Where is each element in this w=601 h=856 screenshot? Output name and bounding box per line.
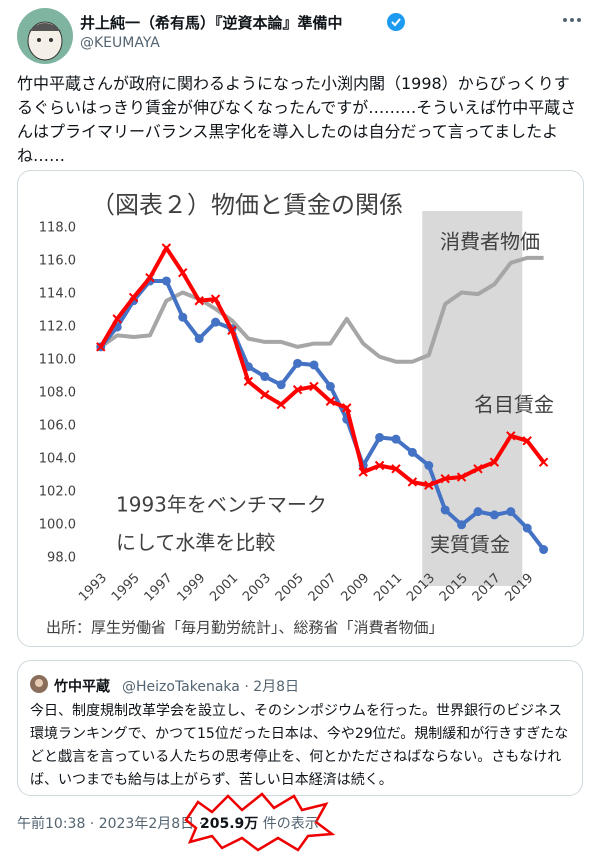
y-tick-label: 118.0 (39, 221, 76, 236)
marker (96, 342, 106, 352)
marker (194, 334, 204, 344)
series-label: 名目賃金 (474, 393, 554, 417)
marker (178, 312, 188, 322)
marker (309, 360, 319, 370)
marker (424, 480, 434, 490)
chart-source: 出所：厚生労働省「毎月勤労統計」、総務省「消費者物価」 (46, 619, 444, 637)
marker (128, 292, 139, 303)
x-tick-label: 1993 (76, 571, 110, 605)
annotation: 1993年をベンチマーク (116, 493, 327, 517)
marker (178, 268, 188, 278)
x-tick-label: 2007 (306, 571, 340, 605)
marker (440, 505, 450, 515)
x-tick-label: 2009 (338, 571, 372, 605)
avatar[interactable] (16, 7, 74, 65)
marker (112, 314, 122, 324)
red-scribble (184, 792, 336, 852)
marker (210, 294, 221, 304)
y-tick-label: 116.0 (39, 254, 76, 269)
views-label: 件の表示 (262, 816, 319, 832)
x-tick-label: 2001 (207, 571, 241, 605)
marker (522, 523, 532, 533)
marker (374, 460, 385, 471)
y-tick-label: 104.0 (39, 451, 76, 466)
y-tick-label: 108.0 (39, 386, 76, 401)
timestamp: 午前10:38 · 2023年2月8日 · (17, 816, 204, 832)
tweet-text: 竹中平蔵さんが政府に関わるようになった小渕内閣（1998）からびっくりするぐらい… (17, 74, 577, 165)
marker (211, 317, 221, 327)
marker (375, 432, 385, 442)
marker (489, 510, 499, 520)
marker (391, 434, 401, 444)
series-label: 実質賃金 (430, 533, 510, 557)
marker (243, 376, 254, 387)
marker (489, 457, 500, 467)
views: 205.9万 (200, 816, 259, 832)
y-tick-label: 102.0 (39, 484, 76, 499)
marker (276, 399, 286, 410)
x-tick-label: 2011 (371, 571, 405, 605)
marker (342, 403, 352, 413)
y-tick-label: 112.0 (39, 320, 76, 335)
chart[interactable]: （図表２）物価と賃金の関係 出所：厚生労働省「毎月勤労統計」、総務省「消費者物価… (17, 170, 584, 647)
marker (292, 384, 303, 395)
marker (391, 464, 401, 474)
more-button[interactable] (560, 14, 584, 26)
marker (309, 381, 319, 392)
marker (325, 396, 336, 406)
marker (522, 436, 532, 446)
y-tick-label: 98.0 (47, 550, 76, 565)
marker (145, 272, 155, 283)
x-tick-label: 1999 (174, 571, 208, 605)
marker (407, 477, 418, 487)
x-tick-label: 1997 (142, 571, 176, 605)
y-tick-label: 114.0 (39, 287, 76, 302)
chart-title: （図表２）物価と賃金の関係 (91, 191, 403, 219)
marker (325, 381, 335, 391)
x-tick-label: 1995 (109, 571, 143, 605)
annotation: にして水準を比較 (116, 531, 275, 555)
marker (293, 358, 303, 368)
marker (194, 296, 204, 306)
marker (424, 460, 434, 470)
marker (440, 473, 450, 484)
marker (260, 389, 270, 400)
marker (456, 472, 467, 482)
y-tick-label: 106.0 (39, 418, 76, 433)
x-tick-label: 2003 (240, 571, 274, 605)
marker (538, 457, 549, 467)
marker (227, 325, 237, 336)
quote-author: 竹中平蔵 (54, 679, 110, 695)
x-tick-label: 2005 (273, 571, 307, 605)
series-line (99, 246, 546, 488)
quote-tweet[interactable] (17, 660, 583, 796)
marker (506, 507, 516, 517)
shaded-period (422, 211, 523, 586)
marker (260, 372, 270, 382)
marker (457, 520, 467, 530)
quote-text: 今日、制度規制改革学会を設立し、そのシンポジウムを行った。世界銀行のビジネス環境… (30, 703, 569, 788)
series-label: 消費者物価 (440, 230, 540, 254)
quote-meta: @HeizoTakenaka · 2月8日 (122, 679, 300, 695)
view-count: 205.9万 件の表示 (200, 813, 319, 833)
marker (473, 507, 483, 517)
author-handle[interactable]: @KEUMAYA (80, 35, 160, 51)
marker (161, 243, 172, 253)
marker (506, 431, 516, 441)
marker (473, 464, 483, 474)
marker (276, 380, 286, 390)
series-line (99, 278, 546, 551)
marker (407, 447, 417, 457)
quote-avatar (30, 675, 48, 693)
y-tick-label: 110.0 (39, 353, 76, 368)
marker (539, 545, 549, 555)
marker (161, 276, 171, 286)
marker (358, 467, 368, 477)
author-name[interactable]: 井上純一（希有馬）『逆資本論』準備中 (80, 14, 343, 32)
verified-badge (387, 13, 405, 31)
y-tick-label: 100.0 (39, 517, 76, 532)
